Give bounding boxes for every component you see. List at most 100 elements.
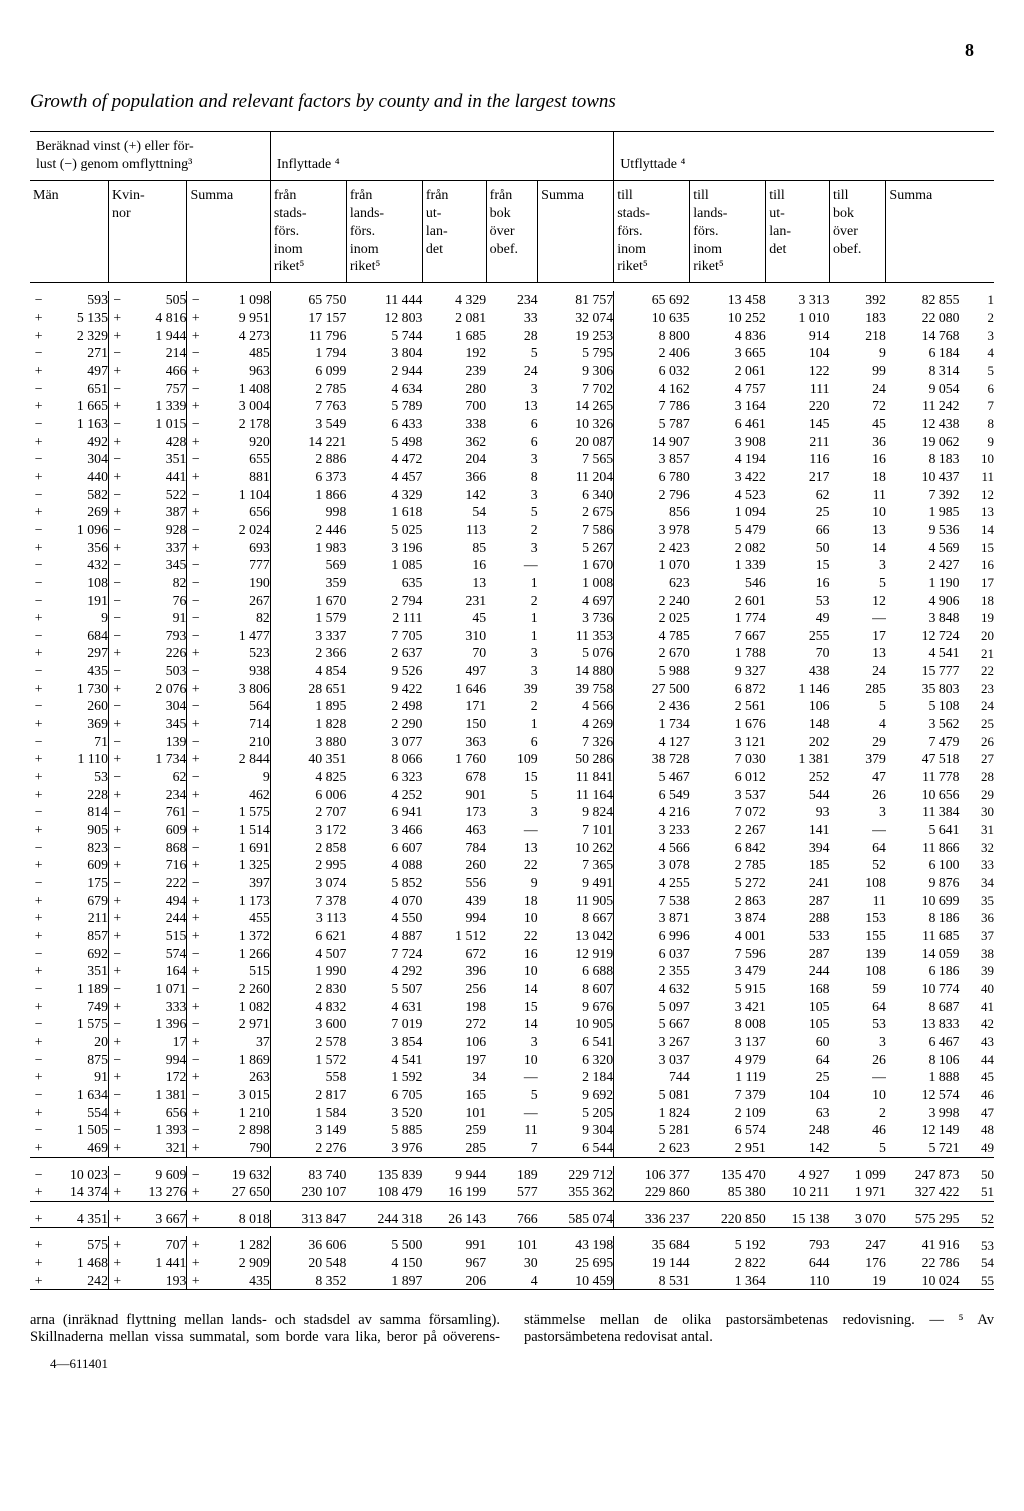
value-cell: 5 135 [47,309,108,327]
sign-cell: − [187,1051,204,1069]
value-cell: 5 [486,503,538,521]
sign-cell: + [30,962,47,980]
value-cell: 469 [47,1139,108,1157]
sign-cell: − [108,1051,125,1069]
value-cell: 19 062 [886,433,960,451]
value-cell: 1 339 [126,397,187,415]
value-cell: 575 [47,1236,108,1254]
sign-cell: − [108,556,125,574]
value-cell: 24 [830,380,886,398]
table-row: +269+387+6569981 6185452 6758561 0942510… [30,503,994,521]
value-cell: 11 685 [886,927,960,945]
value-cell: — [486,1104,538,1122]
value-cell: 693 [204,539,270,557]
value-cell: 9 306 [538,362,614,380]
row-index: 22 [960,662,994,680]
value-cell: 5 498 [346,433,422,451]
sign-cell: + [30,909,47,927]
value-cell: 4 255 [614,874,690,892]
value-cell: 363 [422,733,486,751]
value-cell: 22 080 [886,309,960,327]
value-cell: 1 282 [204,1236,270,1254]
table-row: +351+164+5151 9904 292396106 6882 3553 4… [30,962,994,980]
value-cell: 6 340 [538,486,614,504]
value-cell: 2 623 [614,1139,690,1157]
value-cell: 1 774 [690,609,766,627]
value-cell: — [830,1068,886,1086]
row-index: 5 [960,362,994,380]
value-cell: 10 437 [886,468,960,486]
value-cell: 8 314 [886,362,960,380]
row-index: 36 [960,909,994,927]
value-cell: 533 [766,927,830,945]
value-cell: 11 444 [346,291,422,309]
sign-cell: + [187,1139,204,1157]
table-row: +2 329+1 944+4 27311 7965 7441 6852819 2… [30,327,994,345]
value-cell: 14 768 [886,327,960,345]
sign-cell: − [187,556,204,574]
value-cell: 4 550 [346,909,422,927]
table-row: +554+656+1 2101 5843 520101—5 2051 8242 … [30,1104,994,1122]
row-index: 18 [960,592,994,610]
value-cell: 36 606 [270,1236,346,1254]
value-cell: 3 421 [690,998,766,1016]
value-cell: 609 [126,821,187,839]
value-cell: 9 692 [538,1086,614,1104]
value-cell: 37 [204,1033,270,1051]
value-cell: 108 [830,962,886,980]
value-cell: 14 221 [270,433,346,451]
value-cell: 369 [47,715,108,733]
value-cell: 267 [204,592,270,610]
value-cell: 222 [126,874,187,892]
table-row: −823−868−1 6912 8586 6077841310 2624 566… [30,839,994,857]
value-cell: 432 [47,556,108,574]
value-cell: 4 457 [346,468,422,486]
value-cell: 20 087 [538,433,614,451]
table-row: +575+707+1 28236 6065 50099110143 19835 … [30,1236,994,1254]
value-cell: 523 [204,644,270,662]
value-cell: 70 [422,644,486,662]
sign-cell: + [30,539,47,557]
value-cell: 4 329 [422,291,486,309]
sign-cell: − [30,945,47,963]
value-cell: 10 211 [766,1183,830,1201]
value-cell: 5 795 [538,344,614,362]
value-cell: 176 [830,1254,886,1272]
value-cell: 234 [486,291,538,309]
value-cell: 256 [422,980,486,998]
value-cell: 4 632 [614,980,690,998]
row-index: 14 [960,521,994,539]
table-row: +297+226+5232 3662 6377035 0762 6701 788… [30,644,994,662]
value-cell: 10 [830,1086,886,1104]
value-cell: 5 885 [346,1121,422,1139]
sign-cell: + [108,927,125,945]
table-row: +91+172+2635581 59234—2 1847441 11925—1 … [30,1068,994,1086]
table-row: +1 730+2 076+3 80628 6519 4221 6463939 7… [30,680,994,698]
value-cell: 12 149 [886,1121,960,1139]
value-cell: 19 632 [204,1166,270,1184]
value-cell: 6 842 [690,839,766,857]
value-cell: 27 500 [614,680,690,698]
value-cell: 116 [766,450,830,468]
row-index: 24 [960,697,994,715]
sign-cell: + [187,644,204,662]
value-cell: 3 074 [270,874,346,892]
value-cell: 13 [830,521,886,539]
value-cell: 30 [486,1254,538,1272]
value-cell: 244 [766,962,830,980]
value-cell: 8 183 [886,450,960,468]
value-cell: 4 631 [346,998,422,1016]
value-cell: 2 675 [538,503,614,521]
sign-cell: + [108,362,125,380]
sign-cell: + [108,1068,125,1086]
value-cell: 2 081 [422,309,486,327]
value-cell: 15 [486,768,538,786]
row-index: 6 [960,380,994,398]
value-cell: 1 441 [126,1254,187,1272]
value-cell: 3 857 [614,450,690,468]
value-cell: 52 [830,856,886,874]
value-cell: 47 518 [886,750,960,768]
sign-cell: − [108,874,125,892]
value-cell: 263 [204,1068,270,1086]
value-cell: 3 908 [690,433,766,451]
